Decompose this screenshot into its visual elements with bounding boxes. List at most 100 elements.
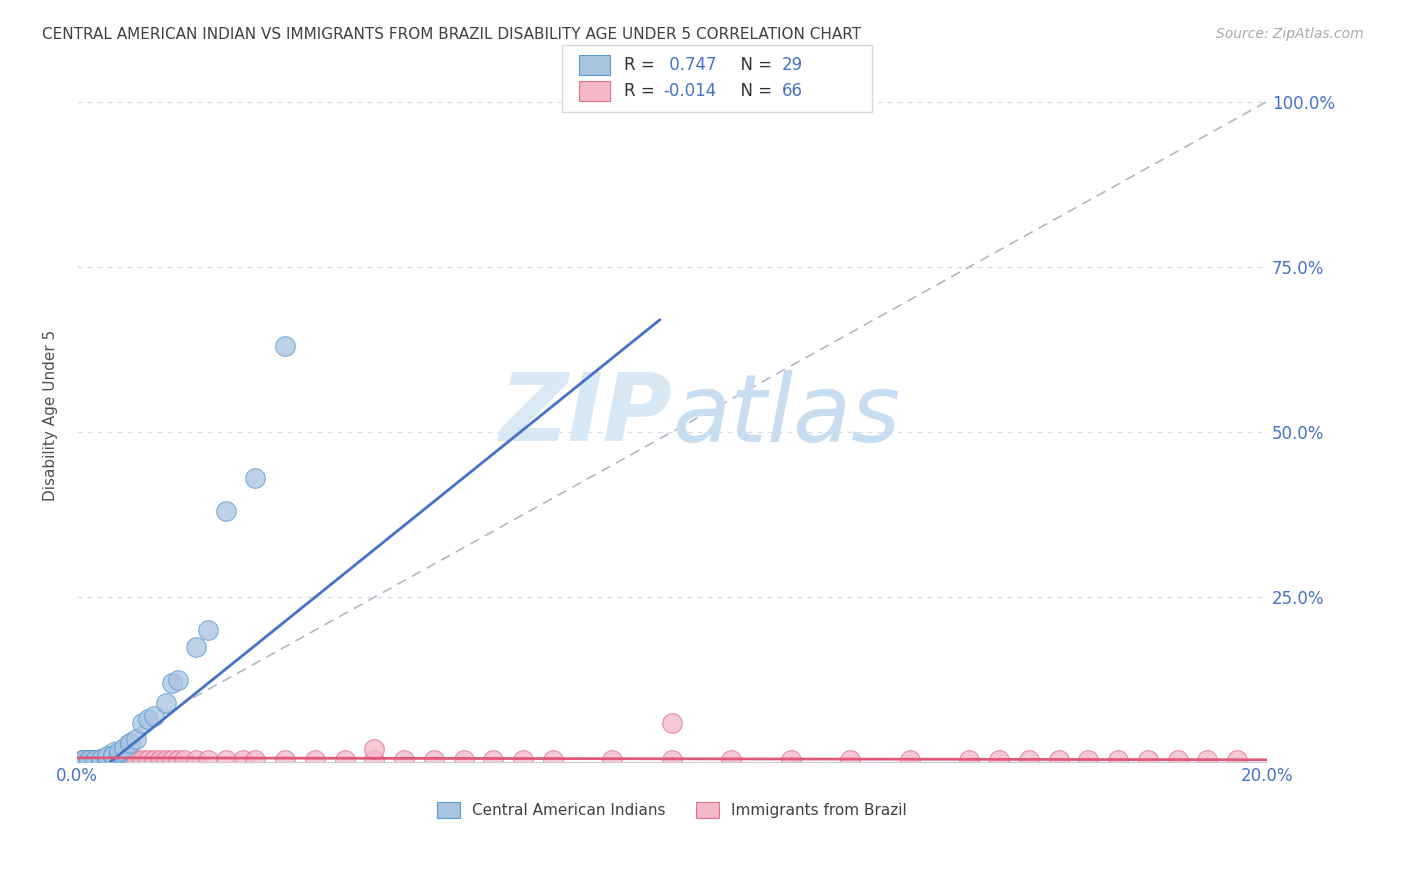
- Text: atlas: atlas: [672, 370, 900, 461]
- Immigrants from Brazil: [83, 754, 105, 768]
- Text: -0.014: -0.014: [664, 82, 717, 100]
- Immigrants from Brazil: [1197, 754, 1219, 768]
- Immigrants from Brazil: [90, 754, 112, 768]
- Y-axis label: Disability Age Under 5: Disability Age Under 5: [44, 330, 58, 501]
- Immigrants from Brazil: [131, 754, 153, 768]
- Central American Indians: [214, 504, 236, 518]
- Immigrants from Brazil: [197, 754, 219, 768]
- Central American Indians: [96, 750, 118, 764]
- Immigrants from Brazil: [83, 754, 105, 768]
- Immigrants from Brazil: [101, 754, 124, 768]
- Central American Indians: [107, 743, 129, 757]
- Immigrants from Brazil: [453, 754, 475, 768]
- Immigrants from Brazil: [77, 754, 100, 768]
- Central American Indians: [274, 339, 297, 353]
- Immigrants from Brazil: [1107, 754, 1129, 768]
- Central American Indians: [90, 754, 112, 768]
- Immigrants from Brazil: [173, 754, 195, 768]
- Central American Indians: [101, 747, 124, 762]
- Immigrants from Brazil: [96, 754, 118, 768]
- Text: 0.747: 0.747: [664, 56, 716, 74]
- Immigrants from Brazil: [232, 754, 254, 768]
- Central American Indians: [90, 752, 112, 766]
- Immigrants from Brazil: [720, 754, 742, 768]
- Immigrants from Brazil: [155, 754, 177, 768]
- Text: Source: ZipAtlas.com: Source: ZipAtlas.com: [1216, 27, 1364, 41]
- Central American Indians: [72, 754, 94, 768]
- Immigrants from Brazil: [363, 742, 385, 756]
- Immigrants from Brazil: [149, 754, 172, 768]
- Text: R =: R =: [624, 56, 661, 74]
- Central American Indians: [77, 754, 100, 768]
- Immigrants from Brazil: [957, 754, 980, 768]
- Immigrants from Brazil: [160, 754, 183, 768]
- Central American Indians: [83, 754, 105, 768]
- Text: N =: N =: [730, 56, 778, 74]
- Immigrants from Brazil: [661, 715, 683, 730]
- Text: N =: N =: [730, 82, 778, 100]
- Immigrants from Brazil: [214, 754, 236, 768]
- Text: ZIP: ZIP: [499, 369, 672, 461]
- Central American Indians: [96, 752, 118, 766]
- Immigrants from Brazil: [512, 754, 534, 768]
- Immigrants from Brazil: [90, 754, 112, 768]
- Central American Indians: [184, 640, 207, 654]
- Immigrants from Brazil: [107, 754, 129, 768]
- Immigrants from Brazil: [304, 754, 326, 768]
- Immigrants from Brazil: [143, 754, 166, 768]
- Immigrants from Brazil: [120, 754, 142, 768]
- Immigrants from Brazil: [423, 754, 446, 768]
- Immigrants from Brazil: [77, 754, 100, 768]
- Central American Indians: [167, 673, 190, 687]
- Central American Indians: [160, 676, 183, 690]
- Text: CENTRAL AMERICAN INDIAN VS IMMIGRANTS FROM BRAZIL DISABILITY AGE UNDER 5 CORRELA: CENTRAL AMERICAN INDIAN VS IMMIGRANTS FR…: [42, 27, 862, 42]
- Immigrants from Brazil: [77, 754, 100, 768]
- Central American Indians: [114, 740, 136, 755]
- Immigrants from Brazil: [780, 754, 803, 768]
- Immigrants from Brazil: [1167, 754, 1189, 768]
- Immigrants from Brazil: [363, 754, 385, 768]
- Immigrants from Brazil: [101, 754, 124, 768]
- Immigrants from Brazil: [96, 754, 118, 768]
- Immigrants from Brazil: [72, 754, 94, 768]
- Central American Indians: [77, 754, 100, 768]
- Immigrants from Brazil: [333, 754, 356, 768]
- Immigrants from Brazil: [136, 754, 159, 768]
- Immigrants from Brazil: [898, 754, 921, 768]
- Immigrants from Brazil: [72, 754, 94, 768]
- Immigrants from Brazil: [184, 754, 207, 768]
- Immigrants from Brazil: [988, 754, 1011, 768]
- Immigrants from Brazil: [274, 754, 297, 768]
- Central American Indians: [101, 748, 124, 763]
- Central American Indians: [83, 754, 105, 768]
- Immigrants from Brazil: [114, 754, 136, 768]
- Central American Indians: [143, 709, 166, 723]
- Immigrants from Brazil: [77, 754, 100, 768]
- Immigrants from Brazil: [602, 754, 624, 768]
- Text: R =: R =: [624, 82, 661, 100]
- Immigrants from Brazil: [541, 754, 564, 768]
- Immigrants from Brazil: [661, 754, 683, 768]
- Central American Indians: [197, 624, 219, 638]
- Legend: Central American Indians, Immigrants from Brazil: Central American Indians, Immigrants fro…: [430, 796, 912, 824]
- Central American Indians: [107, 746, 129, 760]
- Central American Indians: [120, 736, 142, 750]
- Immigrants from Brazil: [1136, 754, 1159, 768]
- Immigrants from Brazil: [167, 754, 190, 768]
- Immigrants from Brazil: [1226, 754, 1249, 768]
- Central American Indians: [72, 754, 94, 768]
- Central American Indians: [131, 715, 153, 730]
- Central American Indians: [155, 696, 177, 710]
- Immigrants from Brazil: [482, 754, 505, 768]
- Central American Indians: [245, 471, 267, 485]
- Immigrants from Brazil: [1018, 754, 1040, 768]
- Immigrants from Brazil: [245, 754, 267, 768]
- Immigrants from Brazil: [392, 754, 415, 768]
- Immigrants from Brazil: [114, 754, 136, 768]
- Immigrants from Brazil: [96, 754, 118, 768]
- Immigrants from Brazil: [90, 754, 112, 768]
- Immigrants from Brazil: [72, 754, 94, 768]
- Immigrants from Brazil: [83, 754, 105, 768]
- Central American Indians: [96, 748, 118, 763]
- Immigrants from Brazil: [1077, 754, 1099, 768]
